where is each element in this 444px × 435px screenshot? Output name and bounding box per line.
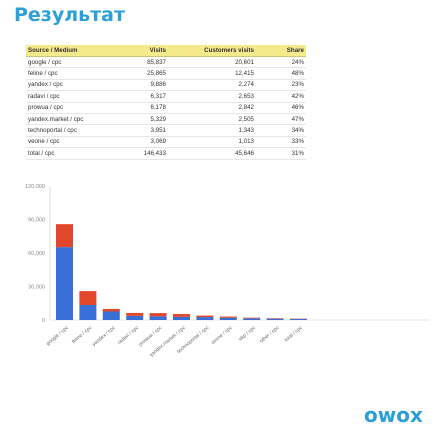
table-cell: 6,317 — [118, 90, 168, 103]
table-cell: veone / cpc — [26, 136, 118, 149]
table-row: technoportal / cpc 3,951 1,343 34% — [26, 124, 306, 137]
table-cell: 24% — [256, 56, 306, 69]
bar-segment-customers — [126, 312, 144, 316]
table-cell: 6,178 — [118, 102, 168, 114]
bar-segment-visits — [196, 317, 214, 320]
column-header: Source / Medium — [26, 45, 118, 57]
table-cell: yandex.market / cpc — [26, 113, 118, 126]
table-cell: 34% — [256, 124, 306, 137]
table-cell: 2,653 — [168, 90, 256, 103]
table-cell: 85,837 — [118, 56, 168, 69]
bar-segment-visits — [56, 247, 73, 320]
y-tick-label: 30,000 — [28, 285, 45, 291]
table-row: google / cpc 85,837 20,601 24% — [26, 56, 306, 69]
bar-segment-customers — [243, 317, 261, 319]
x-tick-label: veone / cpc — [210, 325, 234, 346]
results-table: Source / Medium Visits Customers visits Sha… — [26, 45, 306, 160]
table-row: radavi / cpc 6,317 2,653 42% — [26, 90, 306, 103]
bar-segment-customers — [56, 224, 73, 248]
bar-segment-customers — [196, 315, 214, 318]
table-row: yandex.market / cpc 5,329 2,505 47% — [26, 113, 306, 126]
bar-segment-visits — [79, 304, 97, 320]
y-tick-label: 120,000 — [25, 184, 45, 190]
bar-segment-customers — [149, 313, 167, 317]
bar-segment-visits — [266, 318, 284, 320]
table-cell: 20,601 — [168, 56, 256, 69]
y-tick-label: 60,000 — [28, 251, 45, 257]
bar-segment-visits — [243, 318, 261, 320]
bar-segment-customers — [173, 314, 190, 317]
table-cell: 25,865 — [118, 67, 168, 80]
column-header: Customers visits — [168, 45, 256, 57]
table-header-row: Source / Medium Visits Customers visits Sha… — [26, 45, 306, 57]
bar-segment-visits — [290, 318, 307, 320]
table-cell: 33% — [256, 136, 306, 149]
bar-segment-customers — [79, 291, 97, 305]
table-row: veone / cpc 3,069 1,013 33% — [26, 136, 306, 149]
table-cell: 146,433 — [118, 147, 168, 160]
table-cell: 2,505 — [168, 113, 256, 126]
table-row: рrowua / cpc 6,178 2,842 46% — [26, 102, 306, 114]
table-cell: 3,069 — [118, 136, 168, 149]
bar-segment-customers — [102, 308, 120, 312]
table-cell: 31% — [256, 147, 306, 160]
column-header: Visits — [118, 45, 168, 57]
table-row: feline / cpc 25,865 12,415 48% — [26, 67, 306, 80]
table-cell: 3,951 — [118, 124, 168, 137]
bar-segment-visits — [102, 311, 120, 320]
table-cell: 2,274 — [168, 79, 256, 92]
x-tick-label: total / cpc — [284, 325, 305, 344]
table-cell: radavi / cpc — [26, 90, 118, 103]
bar-segment-visits — [149, 316, 167, 320]
bar-segment-visits — [173, 316, 190, 320]
table-cell: 45,646 — [168, 147, 256, 160]
table-cell: feline / cpc — [26, 67, 118, 80]
table-cell: 1,343 — [168, 124, 256, 137]
table-cell: yandex / cpc — [26, 79, 118, 92]
page-title: Результат — [14, 4, 126, 26]
table-cell: 12,415 — [168, 67, 256, 80]
table-cell: 1,013 — [168, 136, 256, 149]
x-tick-label: feline / cpc — [71, 325, 94, 345]
x-tick-label: google / cpc — [45, 325, 70, 347]
table-cell: 47% — [256, 113, 306, 126]
table-body: google / cpc 85,837 20,601 24% feline / cpc 2… — [26, 56, 306, 160]
table-cell: 42% — [256, 90, 306, 103]
x-tick-label: yandex / cpc — [91, 325, 117, 348]
table-row: yandex / cpc 9,886 2,274 23% — [26, 79, 306, 92]
column-header: Share — [256, 45, 306, 57]
table-cell: 23% — [256, 79, 306, 92]
table-cell: total / cpc — [26, 147, 118, 160]
bar-segment-visits — [126, 315, 144, 320]
bar-segment-customers — [219, 316, 237, 318]
table-row: total / cpc 146,433 45,646 31% — [26, 147, 306, 160]
y-tick-label: 0 — [42, 318, 45, 324]
table-cell: 48% — [256, 67, 306, 80]
bar-segment-visits — [219, 317, 237, 320]
table-cell: 5,329 — [118, 113, 168, 126]
table-cell: 2,842 — [168, 102, 256, 114]
table-cell: 46% — [256, 102, 306, 114]
owox-logo: owox — [364, 403, 423, 427]
table-cell: 9,886 — [118, 79, 168, 92]
y-tick-label: 90,000 — [28, 218, 45, 224]
x-tick-label: other / cpc — [259, 325, 281, 345]
x-tick-label: ekp / cpc — [238, 325, 258, 343]
table-cell: technoportal / cpc — [26, 124, 118, 137]
table-cell: google / cpc — [26, 56, 118, 69]
table-cell: рrowua / cpc — [26, 102, 118, 114]
